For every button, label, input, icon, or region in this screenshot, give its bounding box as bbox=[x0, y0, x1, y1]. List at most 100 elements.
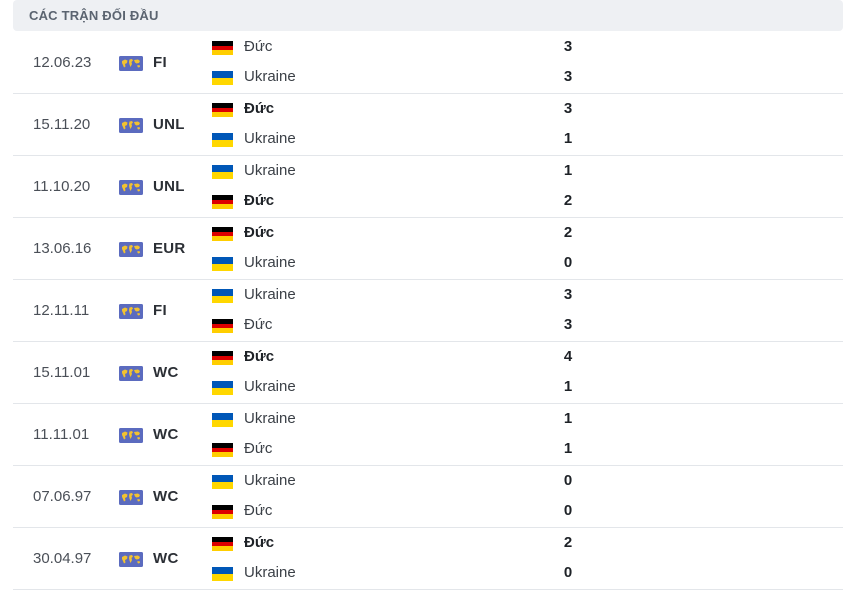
competition-code: WC bbox=[153, 488, 179, 505]
team-1-score: 3 bbox=[563, 38, 573, 55]
germany-flag-icon bbox=[212, 505, 233, 519]
germany-flag-icon bbox=[212, 41, 233, 55]
match-list: 12.06.23 FI Đức 3 Ukraine 3 15.11.20 bbox=[13, 32, 843, 590]
match-row[interactable]: 07.06.97 WC Ukraine 0 Đức 0 bbox=[13, 466, 843, 528]
team-2-name: Ukraine bbox=[244, 130, 296, 147]
team-2-name: Ukraine bbox=[244, 564, 296, 581]
germany-flag-icon bbox=[212, 195, 233, 209]
team-2-score: 1 bbox=[563, 378, 573, 395]
team-2-score: 2 bbox=[563, 192, 573, 209]
team-2-name: Ukraine bbox=[244, 254, 296, 271]
match-row[interactable]: 11.11.01 WC Ukraine 1 Đức 1 bbox=[13, 404, 843, 466]
team-2-name: Đức bbox=[244, 192, 275, 209]
germany-flag-icon bbox=[212, 319, 233, 333]
match-row[interactable]: 15.11.01 WC Đức 4 Ukraine 1 bbox=[13, 342, 843, 404]
team-2: Ukraine 0 bbox=[212, 254, 612, 274]
world-map-icon bbox=[119, 242, 143, 257]
team-1: Ukraine 0 bbox=[212, 472, 612, 492]
world-map-icon bbox=[119, 552, 143, 567]
match-date: 11.11.01 bbox=[33, 426, 90, 443]
team-1: Đức 2 bbox=[212, 224, 612, 244]
ukraine-flag-icon bbox=[212, 413, 233, 427]
team-2-score: 1 bbox=[563, 440, 573, 457]
match-date: 15.11.01 bbox=[33, 364, 91, 381]
match-date: 15.11.20 bbox=[33, 116, 91, 133]
ukraine-flag-icon bbox=[212, 71, 233, 85]
team-2: Đức 2 bbox=[212, 192, 612, 212]
team-1-name: Đức bbox=[244, 100, 275, 117]
ukraine-flag-icon bbox=[212, 133, 233, 147]
match-date: 13.06.16 bbox=[33, 240, 92, 257]
team-1-name: Ukraine bbox=[244, 162, 296, 179]
match-row[interactable]: 12.11.11 FI Ukraine 3 Đức 3 bbox=[13, 280, 843, 342]
world-map-icon bbox=[119, 304, 143, 319]
team-2: Đức 1 bbox=[212, 440, 612, 460]
ukraine-flag-icon bbox=[212, 257, 233, 271]
world-map-icon bbox=[119, 56, 143, 71]
team-1-name: Đức bbox=[244, 38, 273, 55]
team-1-name: Đức bbox=[244, 534, 275, 551]
team-2-score: 3 bbox=[563, 316, 573, 333]
team-2-score: 0 bbox=[563, 254, 573, 271]
match-date: 11.10.20 bbox=[33, 178, 91, 195]
world-map-icon bbox=[119, 490, 143, 505]
team-2: Ukraine 1 bbox=[212, 378, 612, 398]
team-1-name: Đức bbox=[244, 224, 275, 241]
team-1-score: 2 bbox=[563, 224, 573, 241]
competition-code: UNL bbox=[153, 178, 185, 195]
team-1-score: 0 bbox=[563, 472, 573, 489]
world-map-icon bbox=[119, 118, 143, 133]
world-map-icon bbox=[119, 428, 143, 443]
ukraine-flag-icon bbox=[212, 567, 233, 581]
competition-code: WC bbox=[153, 364, 179, 381]
match-row[interactable]: 11.10.20 UNL Ukraine 1 Đức 2 bbox=[13, 156, 843, 218]
competition-code: FI bbox=[153, 302, 167, 319]
team-2-name: Ukraine bbox=[244, 68, 296, 85]
team-2-score: 1 bbox=[563, 130, 573, 147]
team-1-score: 2 bbox=[563, 534, 573, 551]
competition-code: EUR bbox=[153, 240, 186, 257]
team-2: Ukraine 1 bbox=[212, 130, 612, 150]
team-1-name: Đức bbox=[244, 348, 275, 365]
team-1-score: 3 bbox=[563, 286, 573, 303]
team-2-score: 0 bbox=[563, 564, 573, 581]
team-1-score: 1 bbox=[563, 162, 573, 179]
team-2-name: Đức bbox=[244, 440, 273, 457]
section-title: CÁC TRẬN ĐỐI ĐẦU bbox=[29, 8, 159, 23]
team-2: Ukraine 3 bbox=[212, 68, 612, 88]
match-date: 07.06.97 bbox=[33, 488, 92, 505]
team-1: Ukraine 1 bbox=[212, 162, 612, 182]
team-1: Ukraine 3 bbox=[212, 286, 612, 306]
team-2: Đức 0 bbox=[212, 502, 612, 522]
match-row[interactable]: 12.06.23 FI Đức 3 Ukraine 3 bbox=[13, 32, 843, 94]
match-row[interactable]: 13.06.16 EUR Đức 2 Ukraine 0 bbox=[13, 218, 843, 280]
ukraine-flag-icon bbox=[212, 289, 233, 303]
team-1-score: 3 bbox=[563, 100, 573, 117]
world-map-icon bbox=[119, 366, 143, 381]
competition-code: WC bbox=[153, 550, 179, 567]
team-2-score: 3 bbox=[563, 68, 573, 85]
team-1-score: 4 bbox=[563, 348, 573, 365]
team-1: Đức 2 bbox=[212, 534, 612, 554]
team-1: Đức 3 bbox=[212, 38, 612, 58]
match-date: 12.11.11 bbox=[33, 302, 90, 319]
team-1: Đức 3 bbox=[212, 100, 612, 120]
head-to-head-header: CÁC TRẬN ĐỐI ĐẦU bbox=[13, 0, 843, 31]
ukraine-flag-icon bbox=[212, 165, 233, 179]
match-row[interactable]: 30.04.97 WC Đức 2 Ukraine 0 bbox=[13, 528, 843, 590]
match-row[interactable]: 15.11.20 UNL Đức 3 Ukraine 1 bbox=[13, 94, 843, 156]
team-1: Ukraine 1 bbox=[212, 410, 612, 430]
germany-flag-icon bbox=[212, 443, 233, 457]
competition-code: FI bbox=[153, 54, 167, 71]
ukraine-flag-icon bbox=[212, 381, 233, 395]
team-1-name: Ukraine bbox=[244, 472, 296, 489]
germany-flag-icon bbox=[212, 351, 233, 365]
team-1: Đức 4 bbox=[212, 348, 612, 368]
team-1-name: Ukraine bbox=[244, 286, 296, 303]
team-1-name: Ukraine bbox=[244, 410, 296, 427]
team-1-score: 1 bbox=[563, 410, 573, 427]
team-2-name: Đức bbox=[244, 316, 273, 333]
world-map-icon bbox=[119, 180, 143, 195]
team-2-score: 0 bbox=[563, 502, 573, 519]
team-2-name: Đức bbox=[244, 502, 273, 519]
